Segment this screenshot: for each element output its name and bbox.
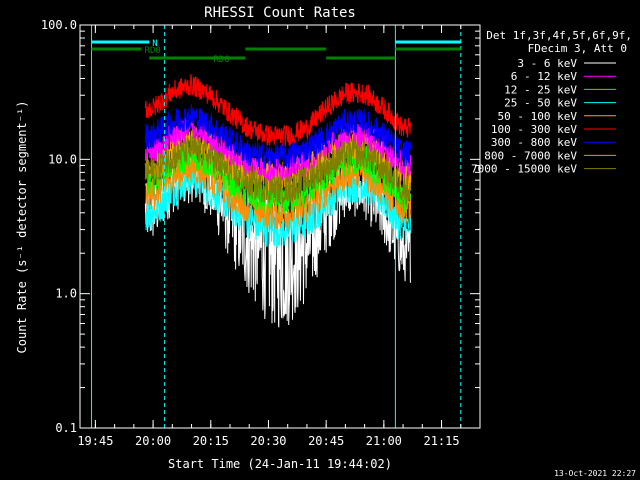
x-tick-label-6: 21:15 <box>423 434 459 448</box>
x-tick-label-2: 20:15 <box>193 434 229 448</box>
series-line-6 <box>144 104 412 170</box>
x-tick-label-1: 20:00 <box>135 434 171 448</box>
x-tick-label-0: 19:45 <box>77 434 113 448</box>
y-tick-label-3: 100.0 <box>41 18 77 32</box>
footer-timestamp: 13-Oct-2021 22:27 <box>554 469 636 478</box>
legend-label-0: 3 - 6 keV <box>517 57 577 70</box>
x-tick-label-3: 20:30 <box>250 434 286 448</box>
x-tick-label-5: 21:00 <box>366 434 402 448</box>
flag-label-N: N <box>152 39 157 49</box>
series-line-5 <box>144 74 412 147</box>
y-tick-label-1: 1.0 <box>55 287 77 301</box>
legend-header-line-2: FDecim 3, Att 0 <box>528 42 627 55</box>
legend-label-2: 12 - 25 keV <box>504 83 577 96</box>
legend-label-4: 50 - 100 keV <box>498 110 578 123</box>
y-tick-label-0: 0.1 <box>55 421 77 435</box>
legend-label-7: 800 - 7000 keV <box>484 149 577 162</box>
legend: Det 1f,3f,4f,5f,6f,9f, FDecim 3, Att 0 3… <box>471 29 632 176</box>
x-axis-label: Start Time (24-Jan-11 19:44:02) <box>168 457 392 471</box>
y-axis-label: Count Rate (s⁻¹ detector segment⁻¹) <box>15 101 29 354</box>
series-line-2 <box>144 140 412 216</box>
y-tick-label-2: 10.0 <box>48 152 77 166</box>
flag-label-RD0: RD0 <box>145 46 161 56</box>
chart-title: RHESSI Count Rates <box>204 5 356 21</box>
series-line-8 <box>144 135 412 205</box>
legend-label-1: 6 - 12 keV <box>511 70 578 83</box>
plot-frame <box>79 24 481 429</box>
legend-label-3: 25 - 50 keV <box>504 97 577 110</box>
legend-label-8: 7000 - 15000 keV <box>471 163 577 176</box>
legend-label-6: 300 - 800 keV <box>491 136 577 149</box>
legend-header-line-1: Det 1f,3f,4f,5f,6f,9f, <box>486 29 632 42</box>
x-tick-label-4: 20:45 <box>308 434 344 448</box>
legend-label-5: 100 - 300 keV <box>491 123 577 136</box>
axes: 0.1 1.0 10.0 100.0 19:45 20:00 20:15 20:30 20:45… <box>41 18 481 448</box>
flag-label-RD6: RD6 <box>213 55 229 65</box>
